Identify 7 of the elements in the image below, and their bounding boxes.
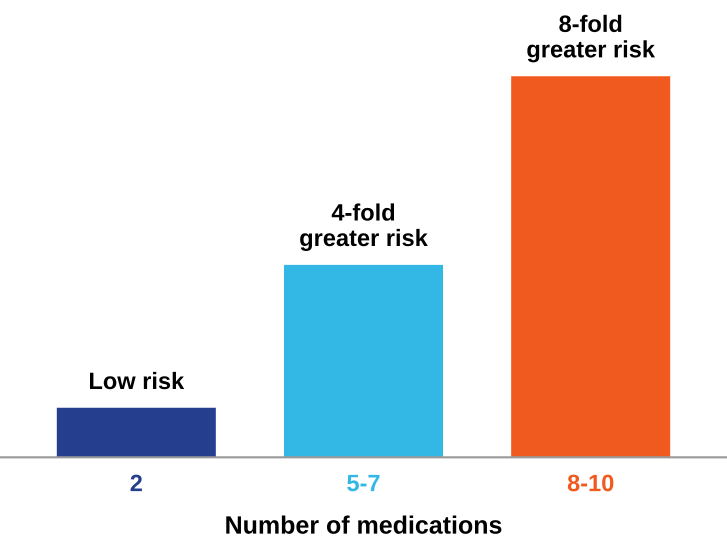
x-tick-label: 2 <box>130 474 142 492</box>
x-tick-label: 8-10 <box>568 474 614 492</box>
annotation: 4-fold greater risk <box>300 203 428 251</box>
annotation: 8-fold greater risk <box>527 14 656 62</box>
x-tick-label: 5-7 <box>347 474 380 492</box>
annotation: Low risk <box>90 372 184 390</box>
x-axis-title: Number of medications <box>226 515 502 534</box>
